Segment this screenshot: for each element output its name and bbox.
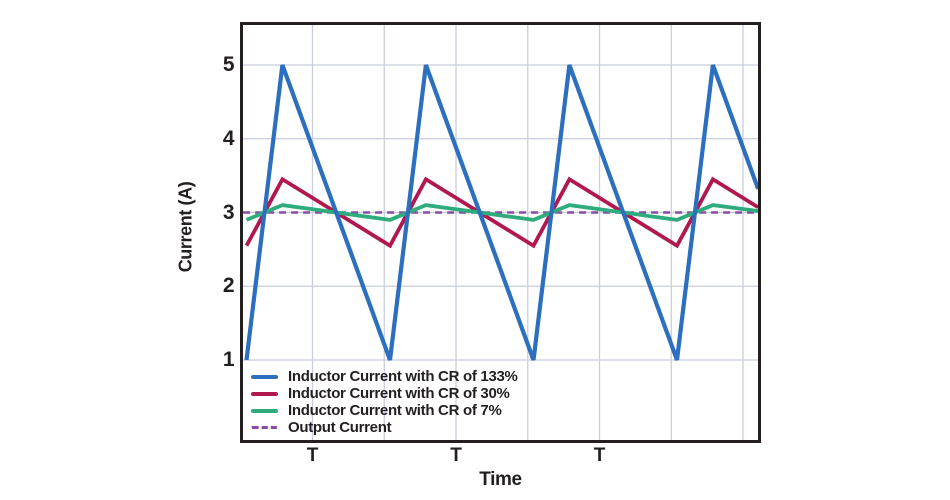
series-line <box>244 176 758 249</box>
legend-item: Output Current <box>251 419 518 436</box>
legend-item-label: Output Current <box>288 419 392 436</box>
line-swatch-icon <box>251 408 278 413</box>
y-tick-label: 5 <box>222 53 235 76</box>
line-swatch-icon <box>251 374 278 379</box>
legend-item: Inductor Current with CR of 133% <box>251 368 518 385</box>
series-line <box>245 203 758 222</box>
plot-area: Inductor Current with CR of 133% Inductor… <box>240 22 761 443</box>
y-tick-label: 1 <box>222 348 235 371</box>
waveform-canvas <box>243 25 758 440</box>
x-axis-title: Time <box>479 469 522 490</box>
y-tick-label: 3 <box>222 200 235 224</box>
x-tick-label: T <box>593 445 606 466</box>
series-line <box>244 64 758 361</box>
y-tick-label: 2 <box>222 274 235 298</box>
legend: Inductor Current with CR of 133% Inductor… <box>251 368 518 436</box>
line-swatch-icon <box>251 391 278 396</box>
legend-item-label: Inductor Current with CR of 7% <box>288 402 502 419</box>
legend-item-label: Inductor Current with CR of 133% <box>288 368 518 385</box>
legend-item: Inductor Current with CR of 7% <box>251 402 518 419</box>
x-tick-label: T <box>306 445 319 466</box>
y-axis-title: Current (A) <box>175 181 196 273</box>
dashed-line-swatch-icon <box>251 426 278 429</box>
legend-item: Inductor Current with CR of 30% <box>251 385 518 402</box>
legend-item-label: Inductor Current with CR of 30% <box>288 385 510 402</box>
y-tick-label: 4 <box>222 126 235 150</box>
x-tick-label: T <box>450 445 462 466</box>
